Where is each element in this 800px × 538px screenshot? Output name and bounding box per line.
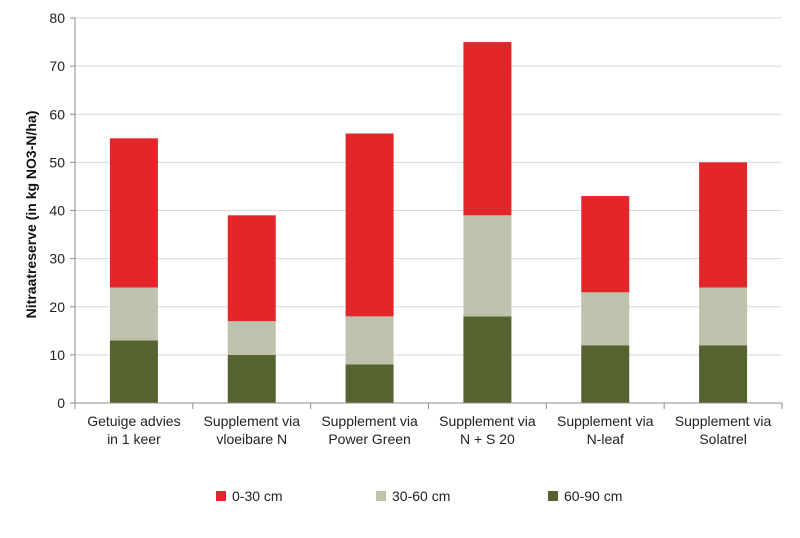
x-tick-label: Supplement via: [675, 413, 772, 429]
x-tick-label: Power Green: [328, 431, 410, 447]
bar-segment-0-30-cm: [345, 133, 394, 317]
y-tick-labels: 0 10 20 30 40 50 60 70 80: [49, 10, 65, 411]
bar-segment-60-90-cm: [463, 316, 512, 403]
legend-swatch: [376, 491, 386, 501]
bar-segment-60-90-cm: [109, 340, 158, 403]
bar-segment-0-30-cm: [109, 138, 158, 288]
y-tick-label: 60: [49, 106, 65, 122]
bars: [109, 42, 748, 403]
legend-swatch: [548, 491, 558, 501]
bar-segment-30-60-cm: [227, 321, 276, 355]
bar-segment-0-30-cm: [699, 162, 748, 288]
x-tick-label: Solatrel: [699, 431, 746, 447]
bar-segment-30-60-cm: [581, 292, 630, 346]
bar-segment-30-60-cm: [109, 287, 158, 341]
legend: 0-30 cm 30-60 cm 60-90 cm: [216, 488, 622, 504]
y-tick-label: 40: [49, 203, 65, 219]
legend-swatch: [216, 491, 226, 501]
x-tick-label: in 1 keer: [107, 431, 161, 447]
bar-segment-60-90-cm: [227, 354, 276, 403]
x-tick-label: vloeibare N: [216, 431, 287, 447]
x-tick-label: Supplement via: [321, 413, 418, 429]
axes: [70, 17, 783, 409]
y-tick-label: 70: [49, 58, 65, 74]
x-tick-label: N-leaf: [587, 431, 624, 447]
y-tick-label: 30: [49, 251, 65, 267]
y-axis-label: Nitraatreserve (in kg NO3-N/ha): [23, 111, 39, 319]
bar-segment-30-60-cm: [699, 287, 748, 346]
x-tick-label: N + S 20: [460, 431, 515, 447]
legend-label: 0-30 cm: [232, 488, 283, 504]
bar-segment-60-90-cm: [581, 345, 630, 403]
y-tick-label: 80: [49, 10, 65, 26]
x-tick-labels: Getuige advies in 1 keer Supplement via vlo…: [87, 413, 771, 447]
x-tick-label: Supplement via: [439, 413, 536, 429]
x-tick-label: Getuige advies: [87, 413, 180, 429]
y-tick-label: 10: [49, 347, 65, 363]
y-tick-label: 50: [49, 154, 65, 170]
legend-label: 60-90 cm: [564, 488, 622, 504]
x-tick-label: Supplement via: [557, 413, 654, 429]
bar-segment-30-60-cm: [463, 215, 512, 317]
legend-label: 30-60 cm: [392, 488, 450, 504]
gridlines: [75, 17, 782, 356]
y-tick-label: 20: [49, 299, 65, 315]
bar-segment-0-30-cm: [463, 42, 512, 216]
y-tick-label: 0: [57, 395, 65, 411]
bar-segment-60-90-cm: [699, 345, 748, 403]
x-tick-label: Supplement via: [203, 413, 300, 429]
bar-segment-0-30-cm: [581, 196, 630, 293]
bar-segment-30-60-cm: [345, 316, 394, 365]
bar-segment-0-30-cm: [227, 215, 276, 322]
bar-segment-60-90-cm: [345, 364, 394, 403]
